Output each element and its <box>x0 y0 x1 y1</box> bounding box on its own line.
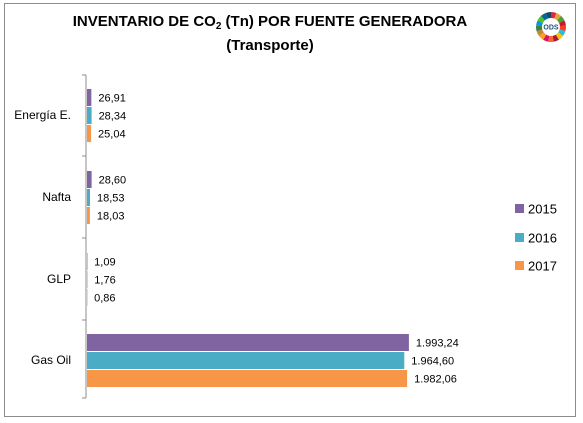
legend-swatch <box>515 261 524 270</box>
bar <box>87 352 405 369</box>
chart-title-line1: INVENTARIO DE CO2 (Tn) POR FUENTE GENERA… <box>72 13 468 32</box>
category-label: Energía E. <box>14 108 71 122</box>
data-label: 1.993,24 <box>416 338 459 350</box>
title-subscript: 2 <box>215 21 222 32</box>
category-label: GLP <box>47 272 71 286</box>
data-label: 1.982,06 <box>414 374 457 386</box>
data-label: 28,60 <box>99 175 127 187</box>
bar <box>87 370 408 387</box>
category-label: Nafta <box>42 190 71 204</box>
data-label: 1.964,60 <box>411 356 454 368</box>
data-label: 25,04 <box>98 129 126 141</box>
bar <box>87 107 92 124</box>
data-label: 18,03 <box>97 211 125 223</box>
bar <box>87 89 92 106</box>
data-label: 0,86 <box>94 293 115 305</box>
bar <box>87 189 90 206</box>
legend-label: 2016 <box>528 231 557 246</box>
logo-text: ODS <box>543 25 559 32</box>
sdg-wheel-icon: ODS <box>536 12 566 43</box>
bar <box>87 334 409 351</box>
category-label: Gas Oil <box>31 353 71 367</box>
bar <box>87 207 90 224</box>
data-label: 18,53 <box>97 193 125 205</box>
bar <box>87 125 92 142</box>
data-label: 26,91 <box>98 93 126 105</box>
data-label: 28,34 <box>99 111 127 123</box>
bar <box>87 171 92 188</box>
legend-label: 2017 <box>528 259 557 274</box>
data-label: 1,76 <box>94 275 115 287</box>
legend-label: 2015 <box>528 202 557 217</box>
data-label: 1,09 <box>94 257 115 269</box>
legend-swatch <box>515 204 524 213</box>
legend-swatch <box>515 233 524 242</box>
chart-title-line2: (Transporte) <box>226 37 314 54</box>
chart-title: INVENTARIO DE CO2 (Tn) POR FUENTE GENERA… <box>60 12 480 55</box>
